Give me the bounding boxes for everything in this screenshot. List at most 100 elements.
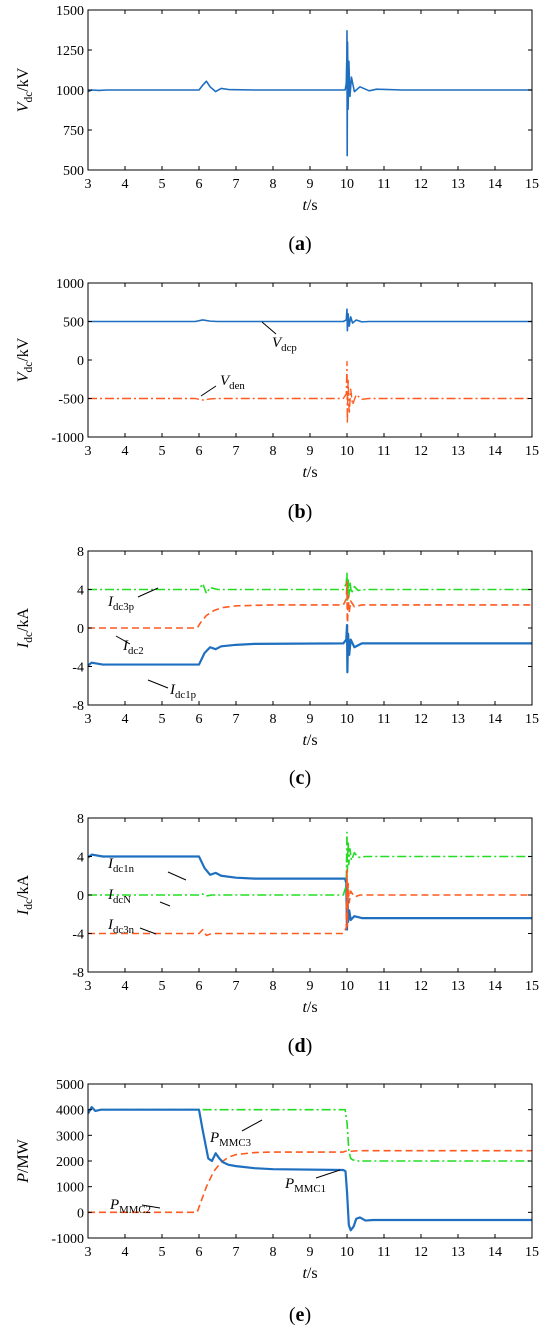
chart-panel-a: 3 4 5 6 7 8 9 10 11 12 13 14 15 500 750 1000 1250 1500 t/s… bbox=[15, 4, 539, 255]
x-tick-label: 15 bbox=[525, 177, 539, 192]
x-tick-label: 7 bbox=[233, 979, 240, 994]
x-tick-label: 14 bbox=[488, 979, 502, 994]
series-label-dc1p: Idc1p bbox=[169, 682, 196, 701]
x-tick-label: 3 bbox=[85, 444, 92, 459]
x-tick-label: 9 bbox=[307, 712, 314, 727]
y-tick-label: 8 bbox=[77, 545, 84, 560]
x-tick-label: 4 bbox=[122, 177, 129, 192]
x-tick-label: 11 bbox=[377, 1245, 390, 1260]
x-tick-label: 4 bbox=[122, 444, 129, 459]
panel-caption: (c) bbox=[289, 767, 311, 789]
x-tick-label: 6 bbox=[196, 979, 203, 994]
x-tick-label: 4 bbox=[122, 1245, 129, 1260]
x-tick-label: 15 bbox=[525, 712, 539, 727]
y-tick-label: -4 bbox=[72, 928, 84, 943]
y-tick-label: 1000 bbox=[56, 1181, 84, 1196]
series-line-d-dcN bbox=[88, 831, 532, 897]
y-tick-label: 1000 bbox=[56, 277, 84, 292]
series-line-e-MMC1 bbox=[88, 1106, 532, 1232]
y-tick-label: -500 bbox=[58, 393, 84, 408]
x-tick-label: 13 bbox=[451, 712, 465, 727]
x-tick-label: 3 bbox=[85, 177, 92, 192]
x-axis-label: t/s bbox=[302, 999, 317, 1016]
y-tick-label: 8 bbox=[77, 812, 84, 827]
series-label-den: Vden bbox=[220, 373, 245, 392]
x-tick-label: 13 bbox=[451, 177, 465, 192]
x-tick-label: 10 bbox=[340, 1245, 354, 1260]
chart-panel-c: 3 4 5 6 7 8 9 10 11 12 13 14 15 -8 -4 0 4 8 t/s Idc/kA Idc3p… bbox=[15, 545, 539, 789]
x-tick-label: 6 bbox=[196, 712, 203, 727]
x-tick-label: 15 bbox=[525, 444, 539, 459]
x-tick-label: 11 bbox=[377, 979, 390, 994]
label-leader-line bbox=[147, 679, 169, 689]
y-axis-label: P/MW bbox=[15, 1138, 32, 1183]
x-tick-label: 11 bbox=[377, 444, 390, 459]
label-leader-line bbox=[139, 927, 157, 935]
y-tick-label: 0 bbox=[77, 354, 84, 369]
x-tick-label: 15 bbox=[525, 979, 539, 994]
x-tick-label: 10 bbox=[340, 979, 354, 994]
y-tick-label: 0 bbox=[77, 622, 84, 637]
panel-caption: (a) bbox=[288, 233, 311, 255]
series-label-MMC2: PMMC2 bbox=[109, 1197, 151, 1216]
y-tick-label: -4 bbox=[72, 661, 84, 676]
x-tick-label: 11 bbox=[377, 177, 390, 192]
y-tick-label: 5000 bbox=[56, 1078, 84, 1093]
x-axis-label: t/s bbox=[302, 197, 317, 214]
series-label-dc3p: Idc3p bbox=[107, 594, 134, 613]
x-tick-label: 14 bbox=[488, 177, 502, 192]
x-tick-label: 12 bbox=[414, 1245, 428, 1260]
label-leader-line bbox=[141, 1204, 161, 1209]
x-tick-label: 8 bbox=[270, 712, 277, 727]
x-tick-label: 13 bbox=[451, 1245, 465, 1260]
x-tick-label: 10 bbox=[340, 444, 354, 459]
x-tick-label: 6 bbox=[196, 444, 203, 459]
x-tick-label: 5 bbox=[159, 177, 166, 192]
x-tick-label: 3 bbox=[85, 979, 92, 994]
x-tick-label: 6 bbox=[196, 177, 203, 192]
chart-panel-b: 3 4 5 6 7 8 9 10 11 12 13 14 15 -1000 -500 0 500 1000 t/s V… bbox=[15, 277, 539, 523]
label-leader-line bbox=[115, 635, 131, 645]
series-line-d-dc3n bbox=[88, 869, 532, 937]
series-label-dc3n: Idc3n bbox=[107, 917, 135, 936]
x-tick-label: 12 bbox=[414, 979, 428, 994]
plot-frame bbox=[87, 282, 533, 438]
label-leader-line bbox=[200, 385, 217, 397]
x-tick-label: 7 bbox=[233, 712, 240, 727]
x-tick-label: 8 bbox=[270, 444, 277, 459]
series-line-e-MMC3 bbox=[88, 1106, 532, 1162]
chart-panel-d: 3 4 5 6 7 8 9 10 11 12 13 14 15 -8 -4 0 4 8 t/s Idc/kA Idc1n… bbox=[15, 812, 539, 1057]
series-line-c-dc1p bbox=[88, 624, 532, 674]
series-label-dc2: Idc2 bbox=[122, 638, 144, 657]
panel-caption: (b) bbox=[288, 501, 312, 523]
series-line-b-den bbox=[88, 360, 532, 425]
series-label-MMC3: PMMC3 bbox=[209, 1130, 251, 1149]
x-axis-label: t/s bbox=[302, 1265, 317, 1282]
y-axis-label: Idc/kA bbox=[15, 607, 35, 649]
x-tick-label: 9 bbox=[307, 1245, 314, 1260]
x-tick-label: 4 bbox=[122, 979, 129, 994]
chart-panel-e: 3 4 5 6 7 8 9 10 11 12 13 14 15 -1000 0 1000 2000 3000 400… bbox=[15, 1078, 539, 1326]
x-tick-label: 5 bbox=[159, 712, 166, 727]
panel-caption: (e) bbox=[289, 1304, 311, 1326]
y-tick-label: 750 bbox=[63, 124, 84, 139]
y-axis-label: Idc/kA bbox=[15, 874, 35, 916]
x-tick-label: 15 bbox=[525, 1245, 539, 1260]
x-tick-label: 10 bbox=[340, 177, 354, 192]
x-tick-label: 14 bbox=[488, 444, 502, 459]
y-tick-label: -1000 bbox=[51, 431, 84, 446]
y-tick-label: 500 bbox=[63, 316, 84, 331]
y-tick-label: -8 bbox=[72, 966, 84, 981]
x-tick-label: 7 bbox=[233, 444, 240, 459]
x-tick-label: 12 bbox=[414, 712, 428, 727]
series-line-a-0 bbox=[88, 30, 532, 157]
series-line-c-dc3p bbox=[88, 571, 532, 602]
series-label-MMC1: PMMC1 bbox=[284, 1176, 326, 1195]
y-tick-label: 4 bbox=[77, 851, 84, 866]
x-tick-label: 11 bbox=[377, 712, 390, 727]
x-axis-label: t/s bbox=[302, 732, 317, 749]
y-tick-label: 0 bbox=[77, 1206, 84, 1221]
series-line-c-dc2 bbox=[88, 581, 532, 635]
x-tick-label: 5 bbox=[159, 979, 166, 994]
